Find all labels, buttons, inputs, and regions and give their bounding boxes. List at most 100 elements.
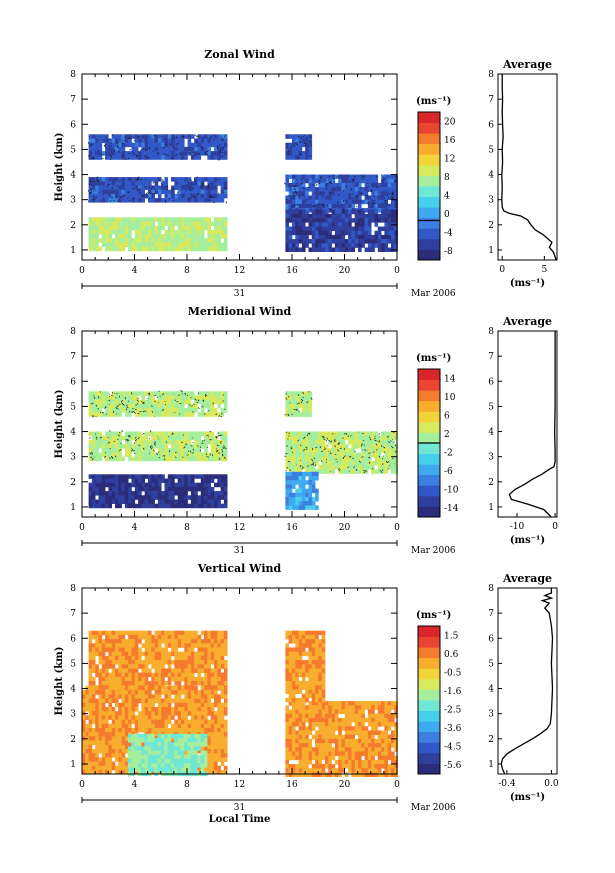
heatmap-cell bbox=[157, 474, 162, 479]
heatmap-cell bbox=[204, 630, 208, 636]
heatmap-cell bbox=[138, 198, 142, 203]
heatmap-cell bbox=[391, 230, 395, 236]
heatmap-cell bbox=[334, 203, 339, 209]
heatmap-cell bbox=[131, 660, 136, 665]
heatmap-cell bbox=[325, 465, 329, 470]
heatmap-cell bbox=[210, 651, 215, 657]
heatmap-cell bbox=[131, 395, 136, 400]
heatmap-cell bbox=[82, 723, 86, 729]
zero-contour bbox=[116, 142, 118, 145]
heatmap-cell bbox=[285, 134, 289, 139]
heatmap-cell bbox=[210, 234, 215, 239]
heatmap-cell bbox=[164, 456, 169, 462]
heatmap-cell bbox=[138, 403, 142, 409]
heatmap-cell bbox=[214, 744, 218, 750]
heatmap-cell bbox=[387, 234, 392, 240]
heatmap-cell bbox=[91, 435, 96, 441]
heatmap-cell bbox=[285, 412, 289, 417]
zero-contour bbox=[141, 194, 144, 197]
heatmap-cell bbox=[220, 647, 225, 652]
heatmap-cell bbox=[394, 456, 398, 462]
heatmap-cell bbox=[374, 182, 379, 188]
heatmap-cell bbox=[144, 690, 149, 695]
heatmap-cell bbox=[298, 465, 303, 470]
zero-contour bbox=[125, 405, 128, 407]
heatmap-cell bbox=[134, 408, 139, 413]
heatmap-cell bbox=[128, 664, 132, 669]
heatmap-cell bbox=[154, 155, 159, 160]
heatmap-cell bbox=[124, 242, 129, 247]
heatmap-cell bbox=[190, 702, 195, 708]
heatmap-cell bbox=[95, 744, 99, 750]
heatmap-cell bbox=[315, 492, 319, 498]
heatmap-cell bbox=[101, 664, 106, 669]
heatmap-cell bbox=[118, 651, 122, 657]
heatmap-cell bbox=[111, 630, 116, 636]
heatmap-cell bbox=[374, 448, 379, 453]
heatmap-cell bbox=[194, 225, 198, 231]
heatmap-cell bbox=[184, 643, 188, 648]
heatmap-cell bbox=[95, 448, 99, 453]
heatmap-cell bbox=[367, 222, 372, 227]
heatmap-cell bbox=[308, 203, 313, 209]
zero-contour bbox=[136, 156, 138, 158]
heatmap-cell bbox=[391, 218, 395, 223]
colorbar-swatch bbox=[418, 238, 440, 250]
heatmap-cell bbox=[171, 723, 175, 729]
heatmap-cell bbox=[311, 501, 316, 506]
heatmap-cell bbox=[177, 431, 182, 436]
heatmap-cell bbox=[344, 230, 349, 236]
zero-contour bbox=[395, 444, 397, 447]
heatmap-cell bbox=[285, 501, 289, 506]
heatmap-cell bbox=[321, 444, 326, 449]
heatmap-cell bbox=[371, 243, 375, 248]
heatmap-cell bbox=[187, 707, 192, 712]
heatmap-cell bbox=[292, 218, 296, 223]
heatmap-cell bbox=[121, 719, 126, 725]
heatmap-cell bbox=[288, 476, 293, 481]
heatmap-cell bbox=[88, 723, 93, 729]
heatmap-cell bbox=[354, 431, 359, 436]
heatmap-cell bbox=[301, 488, 306, 494]
heatmap-cell bbox=[167, 403, 172, 409]
heatmap-cell bbox=[210, 435, 215, 441]
heatmap-cell bbox=[377, 213, 382, 219]
heatmap-cell bbox=[108, 723, 112, 729]
heatmap-cell bbox=[115, 399, 119, 405]
heatmap-cell bbox=[207, 702, 211, 708]
heatmap-cell bbox=[394, 469, 398, 474]
heatmap-cell bbox=[292, 182, 296, 188]
zero-contour bbox=[347, 175, 350, 177]
heatmap-cell bbox=[167, 391, 172, 396]
heatmap-cell bbox=[391, 439, 395, 445]
heatmap-cell bbox=[151, 391, 155, 396]
heatmap-cell bbox=[204, 448, 208, 453]
heatmap-cell bbox=[111, 142, 116, 148]
heatmap-cell bbox=[331, 439, 336, 445]
zero-contour bbox=[122, 154, 124, 157]
heatmap-cell bbox=[118, 229, 122, 235]
heatmap-cell bbox=[204, 702, 208, 708]
heatmap-cell bbox=[325, 230, 329, 236]
heatmap-cell bbox=[151, 499, 155, 504]
heatmap-cell bbox=[194, 435, 198, 441]
heatmap-cell bbox=[111, 151, 116, 156]
heatmap-cell bbox=[367, 213, 372, 219]
heatmap-cell bbox=[134, 482, 139, 488]
heatmap-cell bbox=[341, 439, 346, 445]
heatmap-cell bbox=[305, 497, 309, 502]
heatmap-cell bbox=[118, 439, 122, 445]
zero-contour bbox=[361, 456, 364, 458]
heatmap-cell bbox=[223, 499, 228, 504]
zero-contour bbox=[296, 203, 299, 206]
heatmap-cell bbox=[285, 234, 289, 240]
heatmap-cell bbox=[177, 225, 182, 231]
zero-contour bbox=[209, 196, 212, 198]
heatmap-cell bbox=[197, 474, 202, 479]
zero-contour bbox=[105, 413, 107, 415]
heatmap-cell bbox=[128, 238, 132, 243]
zero-contour bbox=[138, 187, 141, 191]
heatmap-cell bbox=[167, 234, 172, 239]
heatmap-cell bbox=[105, 761, 109, 767]
heatmap-cell bbox=[325, 226, 329, 231]
